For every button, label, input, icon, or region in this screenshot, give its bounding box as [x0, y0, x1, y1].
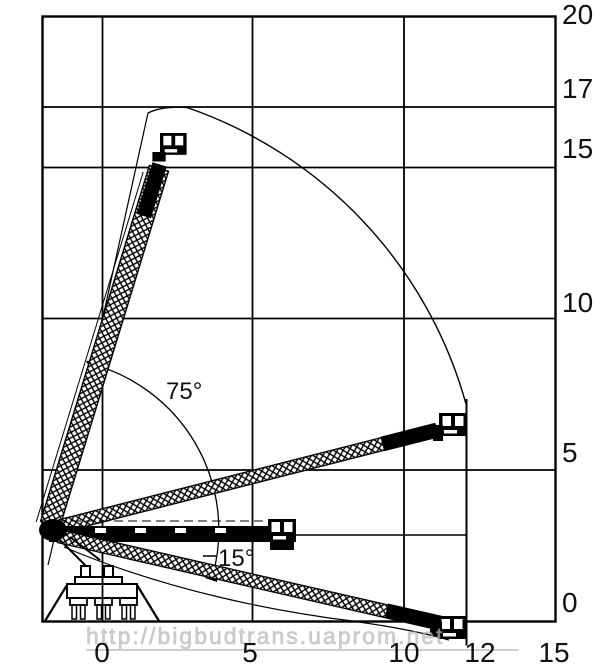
turret-struts: [59, 536, 101, 567]
boom-horizontal-notch: [95, 528, 106, 533]
y-tick-10: 10: [562, 287, 593, 318]
boom-horizontal-notch: [135, 528, 146, 533]
outrigger-legs: [44, 584, 160, 622]
boom-down15deg-jib: [384, 603, 443, 631]
boom-pivot: [39, 519, 67, 541]
machine-base: [39, 519, 160, 622]
boom-up15deg-jib: [380, 422, 439, 452]
platform-baskets: [152, 133, 467, 639]
y-tick-17: 17: [562, 73, 593, 104]
y-axis-labels: 20 17 15 10 5 0: [562, 0, 593, 618]
envelope-lower-boundary: [63, 546, 450, 641]
x-tick-15: 15: [538, 637, 569, 668]
boom-75deg-outline: [35, 171, 144, 523]
y-tick-0: 0: [562, 587, 578, 618]
x-tick-10: 10: [388, 637, 419, 668]
platform-basket-mid: [433, 413, 467, 441]
x-tick-5: 5: [242, 637, 258, 668]
x-tick-12: 12: [464, 637, 495, 668]
platform-basket-bottom: [430, 616, 466, 639]
boom-75deg: [35, 162, 170, 528]
y-tick-20: 20: [562, 0, 593, 30]
boom-horizontal-notch: [175, 528, 186, 533]
y-tick-5: 5: [562, 437, 578, 468]
boom-horizontal-notch: [215, 528, 226, 533]
boom-75deg-jib: [136, 162, 167, 219]
wheel-unit: [69, 597, 88, 620]
watermark: http://bigbudtrans.uaprom.net: [86, 623, 518, 651]
envelope-top-segment: [147, 106, 188, 114]
booms: [35, 162, 443, 631]
y-tick-15: 15: [562, 133, 593, 164]
wheel-unit: [119, 597, 138, 620]
x-tick-0: 0: [94, 637, 110, 668]
watermark-url: http://bigbudtrans.uaprom.net: [86, 623, 444, 649]
angle-label-75: 75°: [166, 378, 202, 405]
angle-label-15: 15°: [218, 545, 254, 572]
boom-horizontal: [49, 520, 276, 542]
wheel-unit: [94, 597, 113, 620]
envelope-reach-curve: [186, 106, 467, 405]
platform-basket-horizontal: [268, 519, 296, 550]
x-axis-labels: 0 5 10 12 15: [94, 637, 569, 668]
platform-basket-top: [152, 133, 187, 162]
